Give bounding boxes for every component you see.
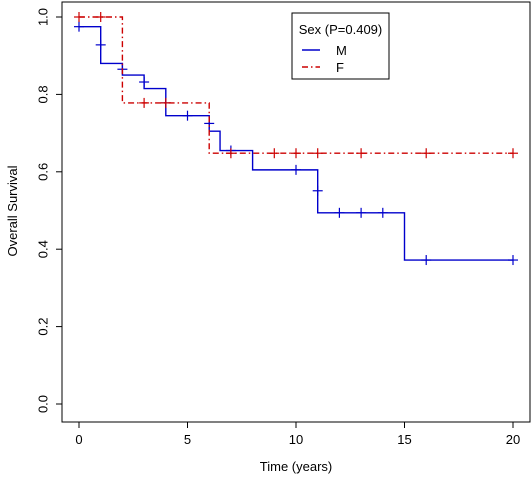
y-axis-label: Overall Survival — [5, 165, 20, 256]
y-tick-label: 0.0 — [35, 395, 50, 413]
series-layer — [74, 12, 518, 266]
x-axis-label: Time (years) — [260, 459, 332, 474]
y-axis: 0.0 0.2 0.4 0.6 0.8 1.0 — [35, 8, 63, 413]
series-line-f — [79, 16, 513, 154]
legend-title: Sex (P=0.409) — [299, 22, 382, 37]
y-tick-label: 0.2 — [35, 318, 50, 336]
legend-label-m: M — [336, 43, 347, 58]
x-axis: 0 5 10 15 20 — [75, 421, 520, 447]
y-tick-label: 0.4 — [35, 240, 50, 258]
y-tick-label: 1.0 — [35, 8, 50, 26]
y-tick-label: 0.8 — [35, 85, 50, 103]
x-tick-label: 15 — [397, 432, 411, 447]
legend-box — [291, 12, 390, 80]
y-tick-label: 0.6 — [35, 163, 50, 181]
legend-label-f: F — [336, 60, 344, 75]
x-tick-label: 5 — [184, 432, 191, 447]
x-tick-label: 20 — [506, 432, 520, 447]
x-tick-label: 0 — [75, 432, 82, 447]
x-tick-label: 10 — [289, 432, 303, 447]
legend: Sex (P=0.409) M F — [291, 12, 390, 80]
